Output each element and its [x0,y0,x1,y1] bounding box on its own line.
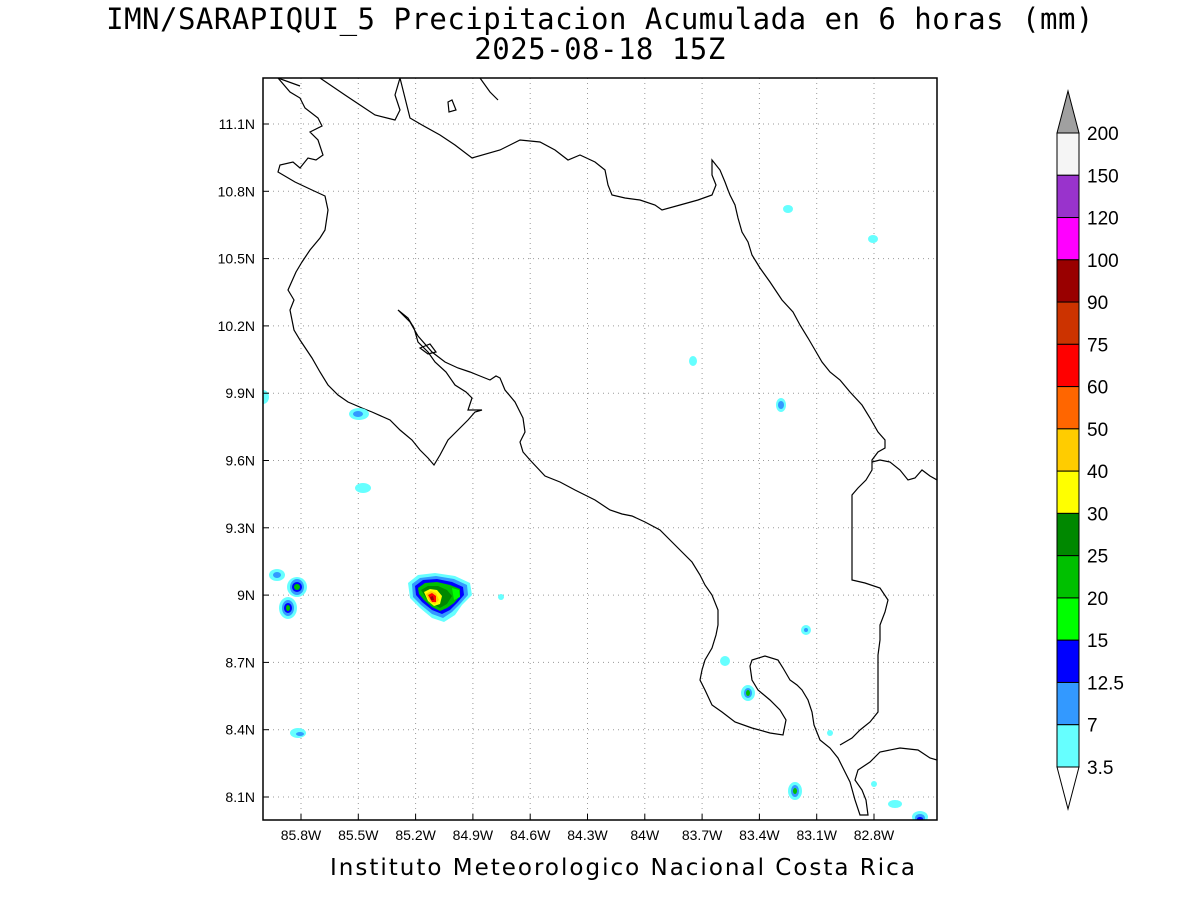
colorbar-label: 15 [1087,631,1108,652]
lat-tick-label: 8.1N [225,789,255,805]
colorbar-swatch [1056,301,1080,345]
rain-patch [498,594,504,600]
colorbar-label: 50 [1087,420,1108,441]
colorbar-swatch [1056,597,1080,641]
nicaragua-lake-edge [277,78,499,121]
rain-patch [353,411,363,417]
colorbar-label: 25 [1087,547,1108,568]
storm-cell-south [788,782,802,800]
rain-patch [804,628,808,632]
lon-tick-label: 85.2W [395,827,436,843]
map-subtitle-date: 2025-08-18 15Z [474,32,726,66]
lat-tick-label: 9N [237,587,255,603]
storm-cell-main [408,573,472,622]
island-nicoya [418,343,438,355]
footer-credit: Instituto Meteorologico Nacional Costa R… [330,855,917,881]
storm-cell-west-1 [287,577,307,597]
map-title: IMN/SARAPIQUI_5 Precipitacion Acumulada … [106,2,1094,36]
colorbar-swatch [1056,217,1080,261]
rain-patch [689,356,697,366]
lon-tick-label: 83.4W [739,827,780,843]
colorbar-label: 3.5 [1087,758,1113,779]
latitude-axis: 11.1N 10.8N 10.5N 10.2N 9.9N 9.6N 9.3N 9N 8.7N 8.… [218,116,269,805]
colorbar: 200 150 120 100 90 75 60 50 40 30 25 20 15 12.5 7 3.5 [1056,89,1124,811]
colorbar-under-triangle [1056,766,1080,811]
storm-cell-west-2 [279,597,297,619]
coastline-nicaragua [399,78,889,746]
colorbar-label: 12.5 [1087,673,1124,694]
lon-tick-label: 84.6W [510,827,551,843]
colorbar-swatch [1056,386,1080,430]
lat-tick-label: 10.2N [218,318,255,334]
colorbar-label: 20 [1087,589,1108,610]
lon-tick-label: 84.3W [567,827,608,843]
lat-tick-label: 8.7N [225,654,255,670]
colorbar-swatch [1056,428,1080,472]
colorbar-swatch [1056,470,1080,514]
lat-tick-label: 8.4N [225,722,255,738]
colorbar-swatch [1056,555,1080,599]
colorbar-label: 100 [1087,251,1119,272]
lat-tick-label: 11.1N [219,116,255,132]
rain-patch [720,656,730,666]
lon-tick-label: 85.5W [338,827,379,843]
rain-patch [273,572,281,578]
colorbar-swatch [1056,639,1080,683]
colorbar-swatch [1056,681,1080,726]
lat-tick-label: 9.6N [225,453,255,469]
colorbar-label: 120 [1087,209,1119,230]
island-small [447,99,457,113]
coastline-north [277,78,937,816]
lat-tick-label: 10.8N [218,183,255,199]
rain-patch [871,781,877,787]
colorbar-swatch [1056,724,1080,768]
coastline [277,78,937,816]
colorbar-swatch [1056,343,1080,388]
grid-lines [263,78,937,820]
lon-tick-label: 82.8W [854,827,895,843]
precipitation-shading [263,205,928,820]
colorbar-over-triangle [1056,89,1080,134]
colorbar-label: 60 [1087,378,1108,399]
colorbar-swatch [1056,132,1080,176]
lon-tick-label: 85.8W [281,827,322,843]
rain-patch [783,205,793,213]
colorbar-label: 7 [1087,716,1098,737]
rain-patch [296,732,304,736]
rain-patch [888,800,902,808]
colorbar-label: 200 [1087,124,1119,145]
lon-tick-label: 84W [630,827,660,843]
rain-patch [868,235,878,243]
colorbar-swatch [1056,259,1080,303]
coastline-caribbean-right [871,459,937,481]
longitude-axis: 85.8W 85.5W 85.2W 84.9W 84.6W 84.3W 84W 83.7W 83… [281,814,895,843]
lat-tick-label: 10.5N [218,251,255,267]
colorbar-label: 30 [1087,504,1108,525]
colorbar-label: 75 [1087,335,1108,356]
lon-tick-label: 83.1W [796,827,837,843]
lon-tick-label: 83.7W [682,827,723,843]
colorbar-label: 150 [1087,166,1119,187]
rain-patch [827,730,833,736]
colorbar-label: 90 [1087,293,1108,314]
rain-patch [355,483,371,493]
colorbar-label: 40 [1087,462,1108,483]
lon-tick-label: 84.9W [453,827,494,843]
colorbar-swatch [1056,174,1080,219]
colorbar-swatch [1056,512,1080,557]
plot-frame [262,77,938,821]
lat-tick-label: 9.9N [225,385,255,401]
storm-cell-osa [741,685,755,701]
rain-patch [778,401,784,409]
lat-tick-label: 9.3N [225,520,255,536]
